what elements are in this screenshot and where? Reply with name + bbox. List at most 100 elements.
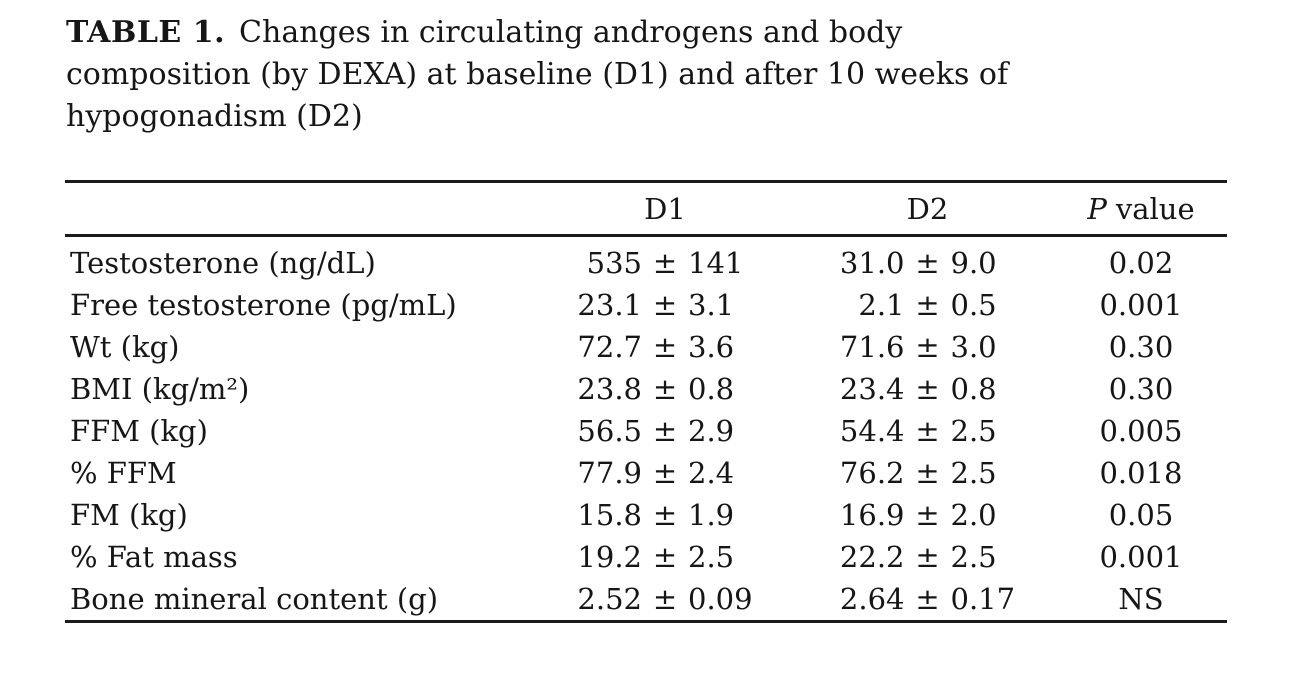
row-label: Bone mineral content (g) <box>70 582 439 616</box>
caption-line-3: hypogonadism (D2) <box>66 99 363 134</box>
row-label: Testosterone (ng/dL) <box>70 246 376 280</box>
sd-value: 3.6 <box>688 330 735 364</box>
d2-value: 31.0 ±9.0 <box>800 236 1055 285</box>
caption-line-2: composition (by DEXA) at baseline (D1) a… <box>66 57 1009 92</box>
d2-value: 2.1 ±0.5 <box>800 284 1055 326</box>
p-value: 0.018 <box>1099 456 1183 490</box>
p-value: 0.05 <box>1108 498 1174 532</box>
table-row: % Fat mass 19.2 ±2.5 22.2 ±2.5 0.001 <box>65 536 1227 578</box>
p-value: 0.001 <box>1099 540 1183 574</box>
row-label: % FFM <box>70 456 177 490</box>
d1-value: 15.8 ±1.9 <box>530 494 800 536</box>
header-p-rest: value <box>1115 191 1195 226</box>
mean-value: 72.7 <box>577 330 642 364</box>
sd-value: 2.5 <box>950 540 997 574</box>
plus-minus-sign: ± <box>915 330 940 364</box>
row-label: FFM (kg) <box>70 414 208 448</box>
mean-value: 76.2 <box>839 456 905 490</box>
d2-value: 76.2 ±2.5 <box>800 452 1055 494</box>
mean-value: 56.5 <box>577 414 642 448</box>
plus-minus-sign: ± <box>652 498 678 532</box>
plus-minus-sign: ± <box>652 246 678 280</box>
table-row: Wt (kg) 72.7 ±3.6 71.6 ±3.0 0.30 <box>65 326 1227 368</box>
table-body: Testosterone (ng/dL) 535 ±141 31.0 ±9.0 0.… <box>65 236 1227 622</box>
mean-value: 2.1 <box>858 288 905 322</box>
sd-value: 0.09 <box>688 582 753 616</box>
table-row: % FFM 77.9 ±2.4 76.2 ±2.5 0.018 <box>65 452 1227 494</box>
mean-value: 23.1 <box>577 288 642 322</box>
plus-minus-sign: ± <box>915 498 940 532</box>
mean-value: 22.2 <box>839 540 905 574</box>
sd-value: 3.0 <box>950 330 997 364</box>
plus-minus-sign: ± <box>652 582 678 616</box>
plus-minus-sign: ± <box>652 288 678 322</box>
plus-minus-sign: ± <box>915 582 940 616</box>
d2-value: 54.4 ±2.5 <box>800 410 1055 452</box>
header-d1: D1 <box>530 181 800 237</box>
d2-value: 16.9 ±2.0 <box>800 494 1055 536</box>
d1-value: 2.52 ±0.09 <box>530 578 800 622</box>
sd-value: 1.9 <box>688 498 735 532</box>
plus-minus-sign: ± <box>915 456 940 490</box>
mean-value: 2.52 <box>577 582 642 616</box>
d1-value: 19.2 ±2.5 <box>530 536 800 578</box>
d1-value: 72.7 ±3.6 <box>530 326 800 368</box>
caption-text-1: Changes in circulating androgens and bod… <box>239 15 903 50</box>
p-value: 0.005 <box>1099 414 1183 448</box>
row-label: % Fat mass <box>70 540 238 574</box>
row-label: Wt (kg) <box>70 330 180 364</box>
mean-value: 2.64 <box>839 582 905 616</box>
d2-value: 2.64 ±0.17 <box>800 578 1055 622</box>
sd-value: 2.5 <box>950 414 997 448</box>
sd-value: 0.8 <box>950 372 997 406</box>
mean-value: 16.9 <box>839 498 905 532</box>
plus-minus-sign: ± <box>915 540 940 574</box>
mean-value: 535 <box>586 246 642 280</box>
plus-minus-sign: ± <box>652 330 678 364</box>
mean-value: 77.9 <box>577 456 642 490</box>
sd-value: 0.5 <box>950 288 997 322</box>
p-value: 0.30 <box>1108 330 1174 364</box>
d2-value: 22.2 ±2.5 <box>800 536 1055 578</box>
row-label: FM (kg) <box>70 498 188 532</box>
d1-value: 56.5 ±2.9 <box>530 410 800 452</box>
mean-value: 23.8 <box>577 372 642 406</box>
plus-minus-sign: ± <box>652 372 678 406</box>
sd-value: 3.1 <box>688 288 735 322</box>
row-label: Free testosterone (pg/mL) <box>70 288 457 322</box>
plus-minus-sign: ± <box>915 288 940 322</box>
d2-value: 23.4 ±0.8 <box>800 368 1055 410</box>
sd-value: 141 <box>688 246 744 280</box>
d1-value: 77.9 ±2.4 <box>530 452 800 494</box>
plus-minus-sign: ± <box>652 540 678 574</box>
sd-value: 9.0 <box>950 246 997 280</box>
sd-value: 0.17 <box>950 582 1016 616</box>
sd-value: 2.9 <box>688 414 735 448</box>
p-value: 0.001 <box>1099 288 1183 322</box>
table-row: BMI (kg/m²) 23.8 ±0.8 23.4 ±0.8 0.30 <box>65 368 1227 410</box>
table-caption: TABLE 1. Changes in circulating androgens… <box>66 12 1216 138</box>
d1-value: 23.8 ±0.8 <box>530 368 800 410</box>
plus-minus-sign: ± <box>915 414 940 448</box>
sd-value: 2.4 <box>688 456 735 490</box>
header-p-italic: P <box>1087 191 1107 226</box>
table-row: Free testosterone (pg/mL) 23.1 ±3.1 2.1 ±0… <box>65 284 1227 326</box>
d1-value: 23.1 ±3.1 <box>530 284 800 326</box>
mean-value: 54.4 <box>839 414 905 448</box>
header-rowlabel <box>65 181 530 237</box>
mean-value: 15.8 <box>577 498 642 532</box>
plus-minus-sign: ± <box>915 372 940 406</box>
row-label: BMI (kg/m²) <box>70 372 250 406</box>
sd-value: 2.0 <box>950 498 997 532</box>
p-value: 0.30 <box>1108 372 1174 406</box>
plus-minus-sign: ± <box>652 414 678 448</box>
d2-value: 71.6 ±3.0 <box>800 326 1055 368</box>
sd-value: 2.5 <box>950 456 997 490</box>
d1-value: 535 ±141 <box>530 236 800 285</box>
sd-value: 2.5 <box>688 540 735 574</box>
